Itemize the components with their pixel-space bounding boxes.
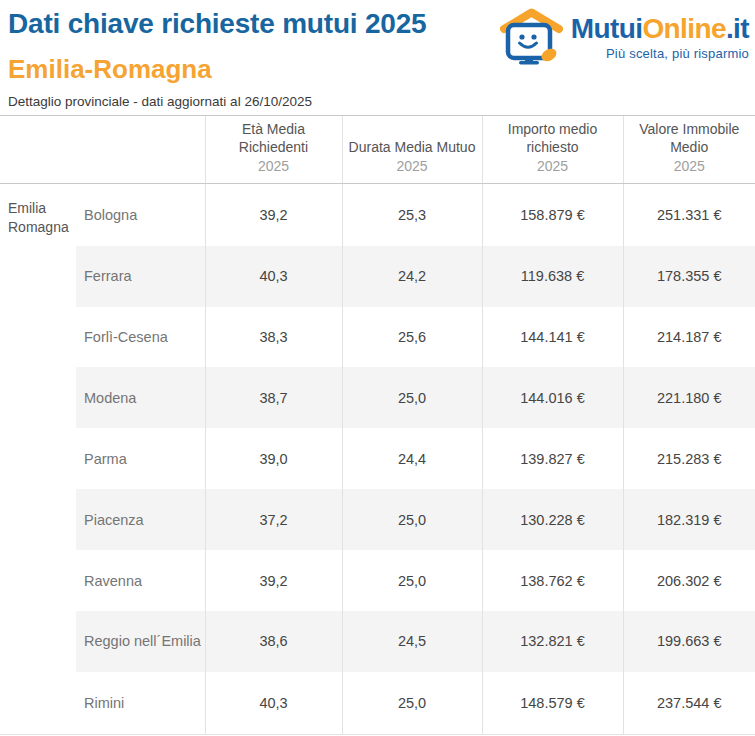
logo-text: MutuiOnline.it Più scelta, più risparmio <box>571 15 749 61</box>
durata-cell: 25,6 <box>342 307 482 368</box>
valore-cell: 237.544 € <box>623 672 755 735</box>
provinces-data-table: Età Media Richiedenti 2025 Durata Media M… <box>0 115 755 735</box>
table-row-ferrara: Ferrara 40,3 24,2 119.638 € 178.355 € <box>0 246 755 307</box>
province-cell: Reggio nell´Emilia <box>76 611 205 672</box>
update-detail-text: Dettaglio provinciale - dati aggiornati … <box>8 94 312 109</box>
durata-cell: 24,5 <box>342 611 482 672</box>
column-header-label: Durata Media Mutuo <box>349 139 476 155</box>
importo-cell: 139.827 € <box>482 428 623 489</box>
eta-cell: 37,2 <box>205 489 342 550</box>
valore-cell: 214.187 € <box>623 307 755 368</box>
region-row-label: Emilia Romagna <box>0 183 76 734</box>
eta-cell: 39,2 <box>205 550 342 611</box>
table-row-parma: Parma 39,0 24,4 139.827 € 215.283 € <box>0 428 755 489</box>
logo-brand-online: Online <box>642 13 726 44</box>
durata-cell: 25,3 <box>342 183 482 246</box>
valore-cell: 251.331 € <box>623 183 755 246</box>
logo-tagline: Più scelta, più risparmio <box>606 46 749 61</box>
province-cell: Rimini <box>76 672 205 735</box>
page-title: Dati chiave richieste mutui 2025 <box>8 8 426 40</box>
province-cell: Modena <box>76 367 205 428</box>
importo-cell: 158.879 € <box>482 183 623 246</box>
province-cell: Ravenna <box>76 550 205 611</box>
table-row-bologna: Emilia Romagna Bologna 39,2 25,3 158.879… <box>0 183 755 246</box>
eta-cell: 38,7 <box>205 367 342 428</box>
column-header-year: 2025 <box>485 157 621 175</box>
durata-cell: 24,2 <box>342 246 482 307</box>
valore-cell: 182.319 € <box>623 489 755 550</box>
province-cell: Piacenza <box>76 489 205 550</box>
importo-cell: 130.228 € <box>482 489 623 550</box>
durata-cell: 25,0 <box>342 367 482 428</box>
eta-cell: 40,3 <box>205 672 342 735</box>
header-spacer-province <box>76 116 205 184</box>
table-row-forli-cesena: Forlì-Cesena 38,3 25,6 144.141 € 214.187… <box>0 307 755 368</box>
valore-cell: 199.663 € <box>623 611 755 672</box>
column-header-year: 2025 <box>626 157 754 175</box>
valore-cell: 206.302 € <box>623 550 755 611</box>
durata-cell: 24,4 <box>342 428 482 489</box>
importo-cell: 148.579 € <box>482 672 623 735</box>
province-cell: Parma <box>76 428 205 489</box>
durata-cell: 25,0 <box>342 550 482 611</box>
column-header-year: 2025 <box>345 157 480 175</box>
column-header-durata-media: Durata Media Mutuo 2025 <box>342 116 482 184</box>
column-header-label: Valore Immobile Medio <box>639 121 739 155</box>
importo-cell: 144.016 € <box>482 367 623 428</box>
table-row-ravenna: Ravenna 39,2 25,0 138.762 € 206.302 € <box>0 550 755 611</box>
valore-cell: 178.355 € <box>623 246 755 307</box>
importo-cell: 144.141 € <box>482 307 623 368</box>
mutuionline-logo: MutuiOnline.it Più scelta, più risparmio <box>500 6 749 70</box>
table-body: Emilia Romagna Bologna 39,2 25,3 158.879… <box>0 183 755 734</box>
header-row: Età Media Richiedenti 2025 Durata Media M… <box>0 116 755 184</box>
logo-wordmark: MutuiOnline.it <box>571 15 749 43</box>
column-header-year: 2025 <box>208 157 340 175</box>
region-subtitle: Emilia-Romagna <box>8 54 212 85</box>
column-header-label: Età Media Richiedenti <box>239 121 308 155</box>
logo-brand-it: .it <box>726 13 749 44</box>
durata-cell: 25,0 <box>342 489 482 550</box>
header-spacer-region <box>0 116 76 184</box>
importo-cell: 119.638 € <box>482 246 623 307</box>
eta-cell: 38,3 <box>205 307 342 368</box>
eta-cell: 38,6 <box>205 611 342 672</box>
importo-cell: 138.762 € <box>482 550 623 611</box>
table-row-modena: Modena 38,7 25,0 144.016 € 221.180 € <box>0 367 755 428</box>
valore-cell: 221.180 € <box>623 367 755 428</box>
province-cell: Ferrara <box>76 246 205 307</box>
table-header: Età Media Richiedenti 2025 Durata Media M… <box>0 116 755 184</box>
provinces-data-table-wrap: Età Media Richiedenti 2025 Durata Media M… <box>0 115 755 735</box>
smiling-monitor-house-icon <box>500 6 566 70</box>
valore-cell: 215.283 € <box>623 428 755 489</box>
column-header-label: Importo medio richiesto <box>508 121 597 155</box>
province-cell: Forlì-Cesena <box>76 307 205 368</box>
province-cell: Bologna <box>76 183 205 246</box>
column-header-importo-medio: Importo medio richiesto 2025 <box>482 116 623 184</box>
importo-cell: 132.821 € <box>482 611 623 672</box>
column-header-valore-immobile: Valore Immobile Medio 2025 <box>623 116 755 184</box>
column-header-eta-media: Età Media Richiedenti 2025 <box>205 116 342 184</box>
table-row-piacenza: Piacenza 37,2 25,0 130.228 € 182.319 € <box>0 489 755 550</box>
table-row-reggio-nell-emilia: Reggio nell´Emilia 38,6 24,5 132.821 € 1… <box>0 611 755 672</box>
eta-cell: 40,3 <box>205 246 342 307</box>
logo-brand-mutui: Mutui <box>571 13 643 44</box>
durata-cell: 25,0 <box>342 672 482 735</box>
eta-cell: 39,0 <box>205 428 342 489</box>
table-row-rimini: Rimini 40,3 25,0 148.579 € 237.544 € <box>0 672 755 735</box>
eta-cell: 39,2 <box>205 183 342 246</box>
